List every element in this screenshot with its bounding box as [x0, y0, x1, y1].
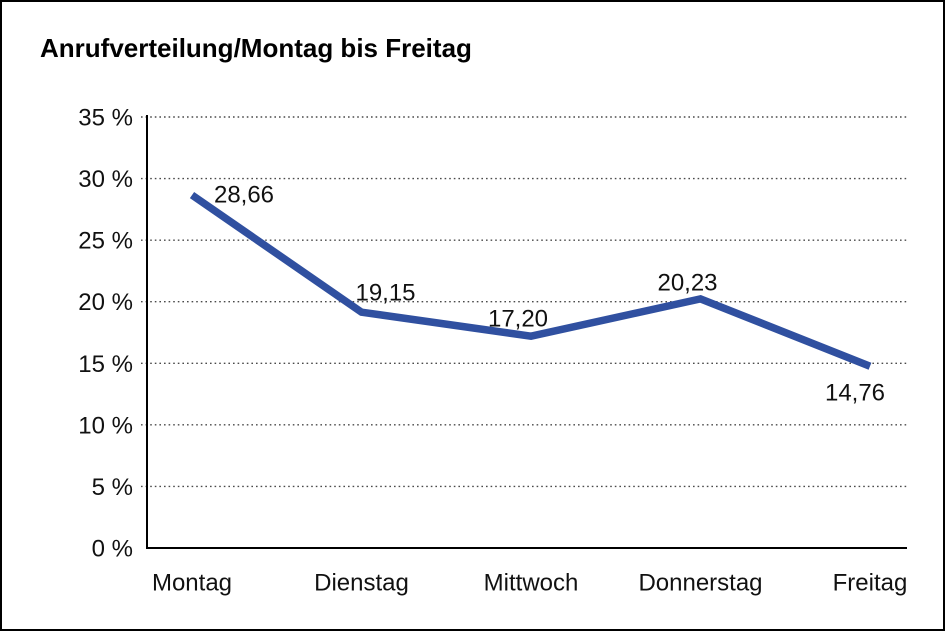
x-axis-label: Mittwoch	[484, 570, 579, 597]
x-axis-label: Donnerstag	[638, 570, 762, 597]
y-tick-label: 0 %	[92, 536, 133, 563]
y-tick-label: 5 %	[92, 474, 133, 501]
y-tick-label: 10 %	[78, 412, 133, 439]
data-line	[189, 191, 872, 370]
data-point-label: 14,76	[825, 380, 885, 407]
y-tick-label: 20 %	[78, 289, 133, 316]
y-tick-label: 25 %	[78, 228, 133, 255]
data-point-label: 19,15	[355, 280, 415, 307]
data-point-label: 20,23	[657, 269, 717, 296]
x-axis-label: Dienstag	[314, 570, 409, 597]
y-tick-label: 35 %	[78, 105, 133, 132]
data-point-label: 28,66	[214, 182, 274, 209]
data-point-label: 17,20	[488, 306, 548, 333]
chart-title: Anrufverteilung/Montag bis Freitag	[40, 33, 472, 63]
y-tick-label: 30 %	[78, 166, 133, 193]
x-axis-label: Freitag	[833, 570, 908, 597]
x-axis-label: Montag	[152, 570, 232, 597]
y-tick-label: 15 %	[78, 351, 133, 378]
